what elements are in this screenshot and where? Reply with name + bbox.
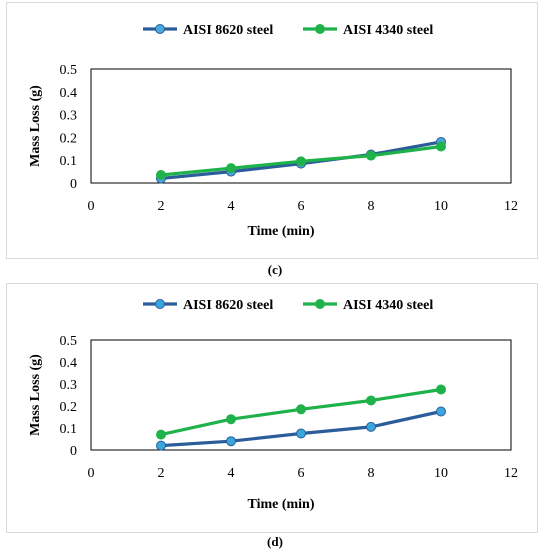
y-tick-label: 0 bbox=[70, 444, 77, 459]
data-point-series-1 bbox=[436, 406, 446, 417]
legend-marker-1 bbox=[155, 24, 165, 34]
y-tick-label: 0.5 bbox=[60, 334, 78, 349]
legend-label-1: AISI 8620 steel bbox=[183, 298, 273, 313]
x-tick-label: 2 bbox=[158, 466, 165, 481]
x-tick-label: 2 bbox=[158, 199, 165, 214]
legend-marker-2 bbox=[315, 24, 325, 34]
y-axis-title: Mass Loss (g) bbox=[28, 354, 43, 436]
y-tick-label: 0.4 bbox=[60, 356, 78, 371]
x-tick-label: 0 bbox=[88, 199, 95, 214]
x-tick-label: 10 bbox=[434, 199, 448, 214]
legend-marker-2 bbox=[315, 299, 325, 309]
data-point-series-2 bbox=[226, 163, 236, 174]
data-point-series-1 bbox=[156, 440, 166, 451]
data-point-series-1 bbox=[226, 436, 236, 447]
y-tick-label: 0.1 bbox=[60, 422, 78, 437]
data-point-series-2 bbox=[436, 384, 446, 395]
x-axis-title: Time (min) bbox=[247, 497, 314, 512]
data-point-series-2 bbox=[366, 150, 376, 161]
caption-d-label: (d) bbox=[267, 534, 283, 549]
x-tick-label: 0 bbox=[88, 466, 95, 481]
x-tick-label: 4 bbox=[228, 466, 235, 481]
legend-marker-1 bbox=[155, 299, 165, 309]
chart-d: 0 0.1 0.2 0.3 0.4 0.5 0 2 4 6 8 10 12 Time (min) Mass … bbox=[6, 283, 538, 533]
x-tick-label: 8 bbox=[368, 466, 375, 481]
data-point-series-2 bbox=[296, 404, 306, 415]
data-point-series-2 bbox=[436, 141, 446, 152]
legend-label-1: AISI 8620 steel bbox=[183, 23, 273, 38]
plot-area bbox=[90, 68, 512, 184]
y-tick-label: 0.2 bbox=[60, 131, 78, 146]
x-tick-label: 8 bbox=[368, 199, 375, 214]
x-tick-label: 6 bbox=[298, 466, 305, 481]
y-tick-label: 0.1 bbox=[60, 154, 78, 169]
x-tick-label: 6 bbox=[298, 199, 305, 214]
legend-label-2: AISI 4340 steel bbox=[343, 298, 433, 313]
x-tick-label: 4 bbox=[228, 199, 235, 214]
y-tick-label: 0.3 bbox=[60, 378, 78, 393]
y-axis-title: Mass Loss (g) bbox=[28, 85, 43, 167]
x-tick-label: 10 bbox=[434, 466, 448, 481]
y-tick-label: 0.2 bbox=[60, 400, 78, 415]
caption-c-label: (c) bbox=[267, 262, 283, 277]
chart-c: 0 0.1 0.2 0.3 0.4 0.5 0 2 4 6 8 10 12 Time (min) Mass … bbox=[6, 2, 538, 259]
data-point-series-2 bbox=[156, 170, 166, 181]
caption-c: (c) bbox=[0, 262, 550, 278]
y-tick-label: 0.3 bbox=[60, 109, 78, 124]
data-point-series-2 bbox=[156, 429, 166, 440]
x-axis-title: Time (min) bbox=[247, 224, 314, 239]
caption-d: (d) bbox=[0, 534, 550, 550]
x-tick-label: 12 bbox=[504, 199, 518, 214]
x-tick-label: 12 bbox=[504, 466, 518, 481]
y-tick-label: 0 bbox=[70, 177, 77, 192]
y-tick-label: 0.4 bbox=[60, 86, 78, 101]
data-point-series-1 bbox=[366, 421, 376, 432]
data-point-series-2 bbox=[296, 156, 306, 167]
data-point-series-2 bbox=[366, 395, 376, 406]
data-point-series-1 bbox=[296, 428, 306, 439]
legend-label-2: AISI 4340 steel bbox=[343, 23, 433, 38]
chart-d-svg: 0 0.1 0.2 0.3 0.4 0.5 0 2 4 6 8 10 12 Time (min) Mass … bbox=[28, 298, 518, 512]
data-point-series-2 bbox=[226, 414, 236, 425]
chart-c-svg: 0 0.1 0.2 0.3 0.4 0.5 0 2 4 6 8 10 12 Time (min) Mass … bbox=[28, 23, 518, 239]
y-tick-label: 0.5 bbox=[60, 63, 78, 78]
plot-area bbox=[90, 339, 512, 451]
